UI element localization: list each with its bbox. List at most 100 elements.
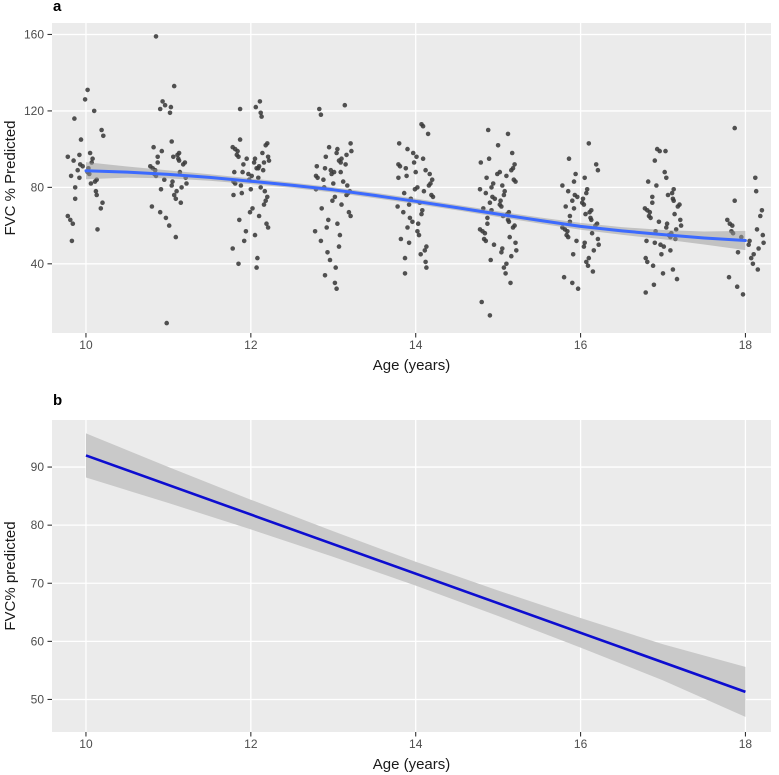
- scatter-point: [167, 110, 173, 116]
- scatter-point: [326, 144, 332, 150]
- scatter-point: [411, 160, 417, 165]
- scatter-point: [265, 194, 270, 200]
- scatter-point: [567, 213, 573, 219]
- scatter-point: [643, 290, 648, 295]
- scatter-point: [266, 158, 272, 163]
- scatter-point: [179, 185, 184, 190]
- scatter-point: [674, 276, 680, 282]
- scatter-point: [644, 238, 649, 244]
- scatter-point: [507, 234, 512, 240]
- scatter-point: [500, 183, 505, 188]
- scatter-point: [652, 240, 658, 246]
- scatter-point: [421, 188, 427, 194]
- panel-a-label: a: [53, 0, 62, 15]
- scatter-point: [401, 209, 406, 215]
- scatter-point: [735, 250, 741, 255]
- x-tick-label: 18: [739, 338, 753, 352]
- scatter-point: [249, 173, 254, 179]
- scatter-point: [758, 213, 763, 219]
- scatter-point: [477, 187, 483, 192]
- scatter-point: [645, 179, 651, 184]
- scatter-point: [650, 194, 655, 200]
- scatter-point: [570, 280, 575, 286]
- scatter-point: [659, 252, 664, 257]
- scatter-point: [251, 160, 257, 165]
- y-tick-label: 90: [31, 460, 45, 474]
- scatter-point: [580, 196, 586, 202]
- scatter-point: [498, 198, 503, 203]
- scatter-point: [342, 102, 348, 108]
- scatter-point: [171, 83, 177, 89]
- scatter-point: [237, 106, 243, 112]
- scatter-point: [509, 150, 515, 156]
- scatter-point: [482, 230, 488, 236]
- scatter-point: [256, 213, 262, 219]
- y-tick-label: 70: [31, 576, 45, 590]
- scatter-point: [248, 187, 254, 192]
- scatter-point: [258, 185, 264, 190]
- scatter-point: [338, 169, 344, 175]
- scatter-point: [155, 160, 160, 165]
- scatter-point: [661, 244, 667, 249]
- scatter-point: [160, 99, 165, 104]
- scatter-point: [589, 230, 595, 236]
- scatter-point: [584, 190, 589, 196]
- scatter-point: [751, 252, 756, 257]
- scatter-point: [499, 204, 504, 209]
- scatter-point: [419, 211, 424, 217]
- scatter-point: [169, 183, 174, 188]
- scatter-point: [587, 209, 592, 215]
- scatter-point: [565, 188, 571, 194]
- scatter-point: [410, 219, 415, 225]
- scatter-point: [168, 104, 174, 110]
- scatter-point: [243, 229, 249, 234]
- scatter-point: [237, 217, 242, 223]
- scatter-point: [415, 221, 421, 226]
- scatter-point: [505, 131, 511, 137]
- scatter-point: [424, 265, 429, 270]
- scatter-point: [591, 248, 597, 253]
- scatter-point: [678, 223, 684, 228]
- scatter-point: [510, 225, 516, 230]
- scatter-point: [176, 158, 182, 163]
- x-axis-title: Age (years): [373, 357, 451, 374]
- scatter-point: [650, 263, 656, 269]
- scatter-point: [401, 190, 407, 196]
- scatter-point: [339, 202, 344, 207]
- scatter-point: [261, 202, 267, 207]
- scatter-point: [756, 246, 761, 251]
- scatter-point: [571, 206, 577, 211]
- scatter-point: [595, 236, 601, 242]
- scatter-point: [78, 137, 84, 142]
- scatter-point: [315, 175, 320, 181]
- x-tick-label: 10: [79, 737, 93, 751]
- scatter-point: [158, 187, 164, 192]
- scatter-point: [664, 221, 670, 226]
- scatter-point: [323, 154, 329, 160]
- scatter-point: [166, 223, 172, 228]
- scatter-point: [263, 198, 269, 203]
- panel-b-label: b: [53, 392, 63, 409]
- scatter-point: [406, 240, 412, 246]
- scatter-point: [504, 173, 509, 179]
- scatter-point: [647, 209, 653, 215]
- scatter-point: [413, 169, 419, 175]
- scatter-point: [240, 169, 245, 175]
- scatter-point: [312, 229, 318, 234]
- scatter-point: [485, 221, 490, 226]
- scatter-point: [671, 198, 676, 203]
- scatter-point: [506, 219, 512, 225]
- scatter-point: [560, 183, 565, 188]
- scatter-point: [662, 169, 667, 175]
- scatter-point: [423, 167, 428, 173]
- scatter-point: [585, 263, 591, 269]
- scatter-point: [479, 299, 485, 305]
- scatter-point: [247, 209, 253, 215]
- scatter-point: [337, 232, 343, 238]
- scatter-point: [239, 190, 245, 196]
- scatter-point: [487, 200, 493, 205]
- scatter-point: [584, 259, 589, 265]
- scatter-point: [589, 217, 594, 223]
